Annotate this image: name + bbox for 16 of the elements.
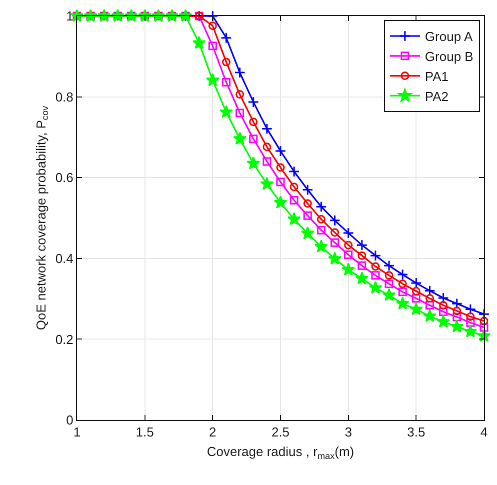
x-axis-title: Coverage radius , r$_{max}$(m) bbox=[206, 444, 354, 461]
y-tick-label: 0.6 bbox=[55, 170, 74, 186]
y-tick-label: 0.4 bbox=[55, 250, 74, 266]
x-tick-label: 2.5 bbox=[271, 424, 290, 440]
y-tick-label: 0.2 bbox=[55, 332, 74, 347]
y-tick-label: 0.8 bbox=[55, 89, 74, 104]
y-tick-label: 0 bbox=[66, 412, 74, 428]
x-tick-label: 2 bbox=[209, 424, 216, 440]
x-tick-label: 1.5 bbox=[136, 424, 154, 440]
x-tick-label: 4 bbox=[480, 424, 488, 440]
legend-label: Group A bbox=[424, 29, 473, 44]
legend-label: PA2 bbox=[424, 88, 449, 104]
x-tick-label: 3.5 bbox=[407, 424, 426, 440]
x-tick-label: 3 bbox=[344, 424, 352, 440]
legend-label: PA1 bbox=[424, 68, 449, 84]
legend-label: Group B bbox=[424, 48, 474, 64]
